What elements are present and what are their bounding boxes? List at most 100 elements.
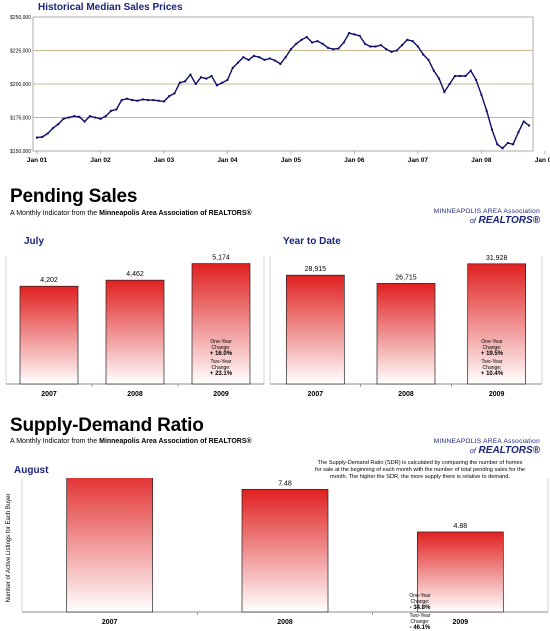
data-point <box>184 80 187 83</box>
data-point <box>485 109 488 112</box>
data-point <box>73 115 76 118</box>
data-point <box>406 38 409 41</box>
x-tick-label: 2008 <box>277 619 293 626</box>
bar-2008 <box>105 279 165 385</box>
july-panel-label: July <box>24 236 45 247</box>
bar-value-label: 7.48 <box>278 480 292 487</box>
data-point <box>115 108 118 111</box>
bar-2009 <box>416 531 504 613</box>
data-point <box>353 33 356 36</box>
data-point <box>459 74 462 77</box>
data-point <box>36 136 38 139</box>
data-point <box>162 100 165 103</box>
data-point <box>57 123 60 126</box>
data-point <box>67 116 70 119</box>
x-tick-label: Jan 01 <box>27 157 48 164</box>
sdr-section-title: Supply-Demand Ratio <box>10 415 204 436</box>
bar-value-label: 4,202 <box>40 277 58 284</box>
data-point <box>337 47 340 50</box>
x-tick-label: 2007 <box>102 619 118 626</box>
data-point <box>480 93 483 96</box>
data-point <box>141 98 144 101</box>
x-tick-label: Jan 02 <box>90 157 111 164</box>
data-point <box>475 78 478 81</box>
data-point <box>332 48 335 51</box>
x-tick-label: 2008 <box>398 391 414 398</box>
data-point <box>131 99 134 102</box>
data-point <box>326 46 329 49</box>
data-point <box>496 143 499 146</box>
bar-value-label: 31,928 <box>486 255 508 262</box>
data-point <box>512 143 515 146</box>
data-point <box>522 120 525 123</box>
data-point <box>300 38 303 41</box>
median-price-line <box>36 32 530 150</box>
data-point <box>94 116 97 119</box>
data-point <box>379 44 382 47</box>
data-point <box>284 56 287 59</box>
data-point <box>464 74 467 77</box>
data-point <box>385 48 388 51</box>
data-point <box>443 91 446 94</box>
data-point <box>427 58 430 61</box>
x-tick-label: Jan 05 <box>281 157 302 164</box>
data-point <box>41 135 44 138</box>
bar-value-label: 5,174 <box>212 255 230 262</box>
y-tick-label: $250,000 <box>10 15 31 21</box>
data-point <box>432 69 435 72</box>
data-point <box>237 61 240 64</box>
x-tick-label: 2007 <box>308 391 324 398</box>
data-point <box>517 131 520 134</box>
bar-2009 <box>467 263 527 385</box>
data-point <box>88 115 91 118</box>
pending-section-title: Pending Sales <box>10 186 138 207</box>
data-point <box>453 74 456 77</box>
data-point <box>252 54 255 57</box>
data-point <box>247 58 250 61</box>
july-change-note: One-Year Change: + 16.0% Two-Year Change: … <box>209 339 233 377</box>
data-point <box>501 147 504 150</box>
data-point <box>374 45 377 48</box>
x-tick-label: Jan 06 <box>344 157 365 164</box>
logo-top-text: MINNEAPOLIS AREA Association <box>433 438 540 445</box>
data-point <box>401 44 404 47</box>
data-point <box>125 97 128 100</box>
pending-logo: MINNEAPOLIS AREA Association of REALTORS… <box>430 208 540 226</box>
pending-subtitle: A Monthly Indicator from the Minneapolis… <box>10 210 252 217</box>
data-point <box>231 66 234 69</box>
x-tick-label: Jan 03 <box>154 157 175 164</box>
data-point <box>62 117 65 120</box>
data-point <box>279 62 282 65</box>
data-point <box>152 99 155 102</box>
data-point <box>46 132 49 135</box>
data-point <box>311 41 314 44</box>
data-point <box>221 81 224 84</box>
data-point <box>194 83 197 85</box>
sdr-change-note: One-Year Change: - 34.8% Two-Year Change: … <box>409 593 431 631</box>
y-tick-label: $150,000 <box>10 149 31 155</box>
data-point <box>226 78 229 81</box>
data-point <box>263 58 266 61</box>
bar-2008 <box>241 488 329 613</box>
x-tick-label: 2007 <box>41 391 57 398</box>
data-point <box>438 77 441 80</box>
data-point <box>305 36 308 39</box>
data-point <box>147 99 150 102</box>
data-point <box>369 45 372 48</box>
august-panel-label: August <box>14 465 49 476</box>
data-point <box>395 49 398 52</box>
bar-2008 <box>376 283 436 385</box>
data-point <box>348 32 351 35</box>
bar-value-label: 26,715 <box>395 274 417 281</box>
data-point <box>274 59 277 62</box>
data-point <box>316 40 319 43</box>
data-point <box>469 69 472 72</box>
data-point <box>210 74 213 77</box>
data-point <box>83 120 86 123</box>
data-point <box>342 41 345 44</box>
data-point <box>215 84 218 87</box>
bar-2007 <box>285 274 345 385</box>
y-tick-label: $175,000 <box>10 116 31 122</box>
data-point <box>173 92 176 95</box>
median-price-chart: $150,000 $175,000 $200,000 $225,000 $250,000… <box>10 15 550 164</box>
